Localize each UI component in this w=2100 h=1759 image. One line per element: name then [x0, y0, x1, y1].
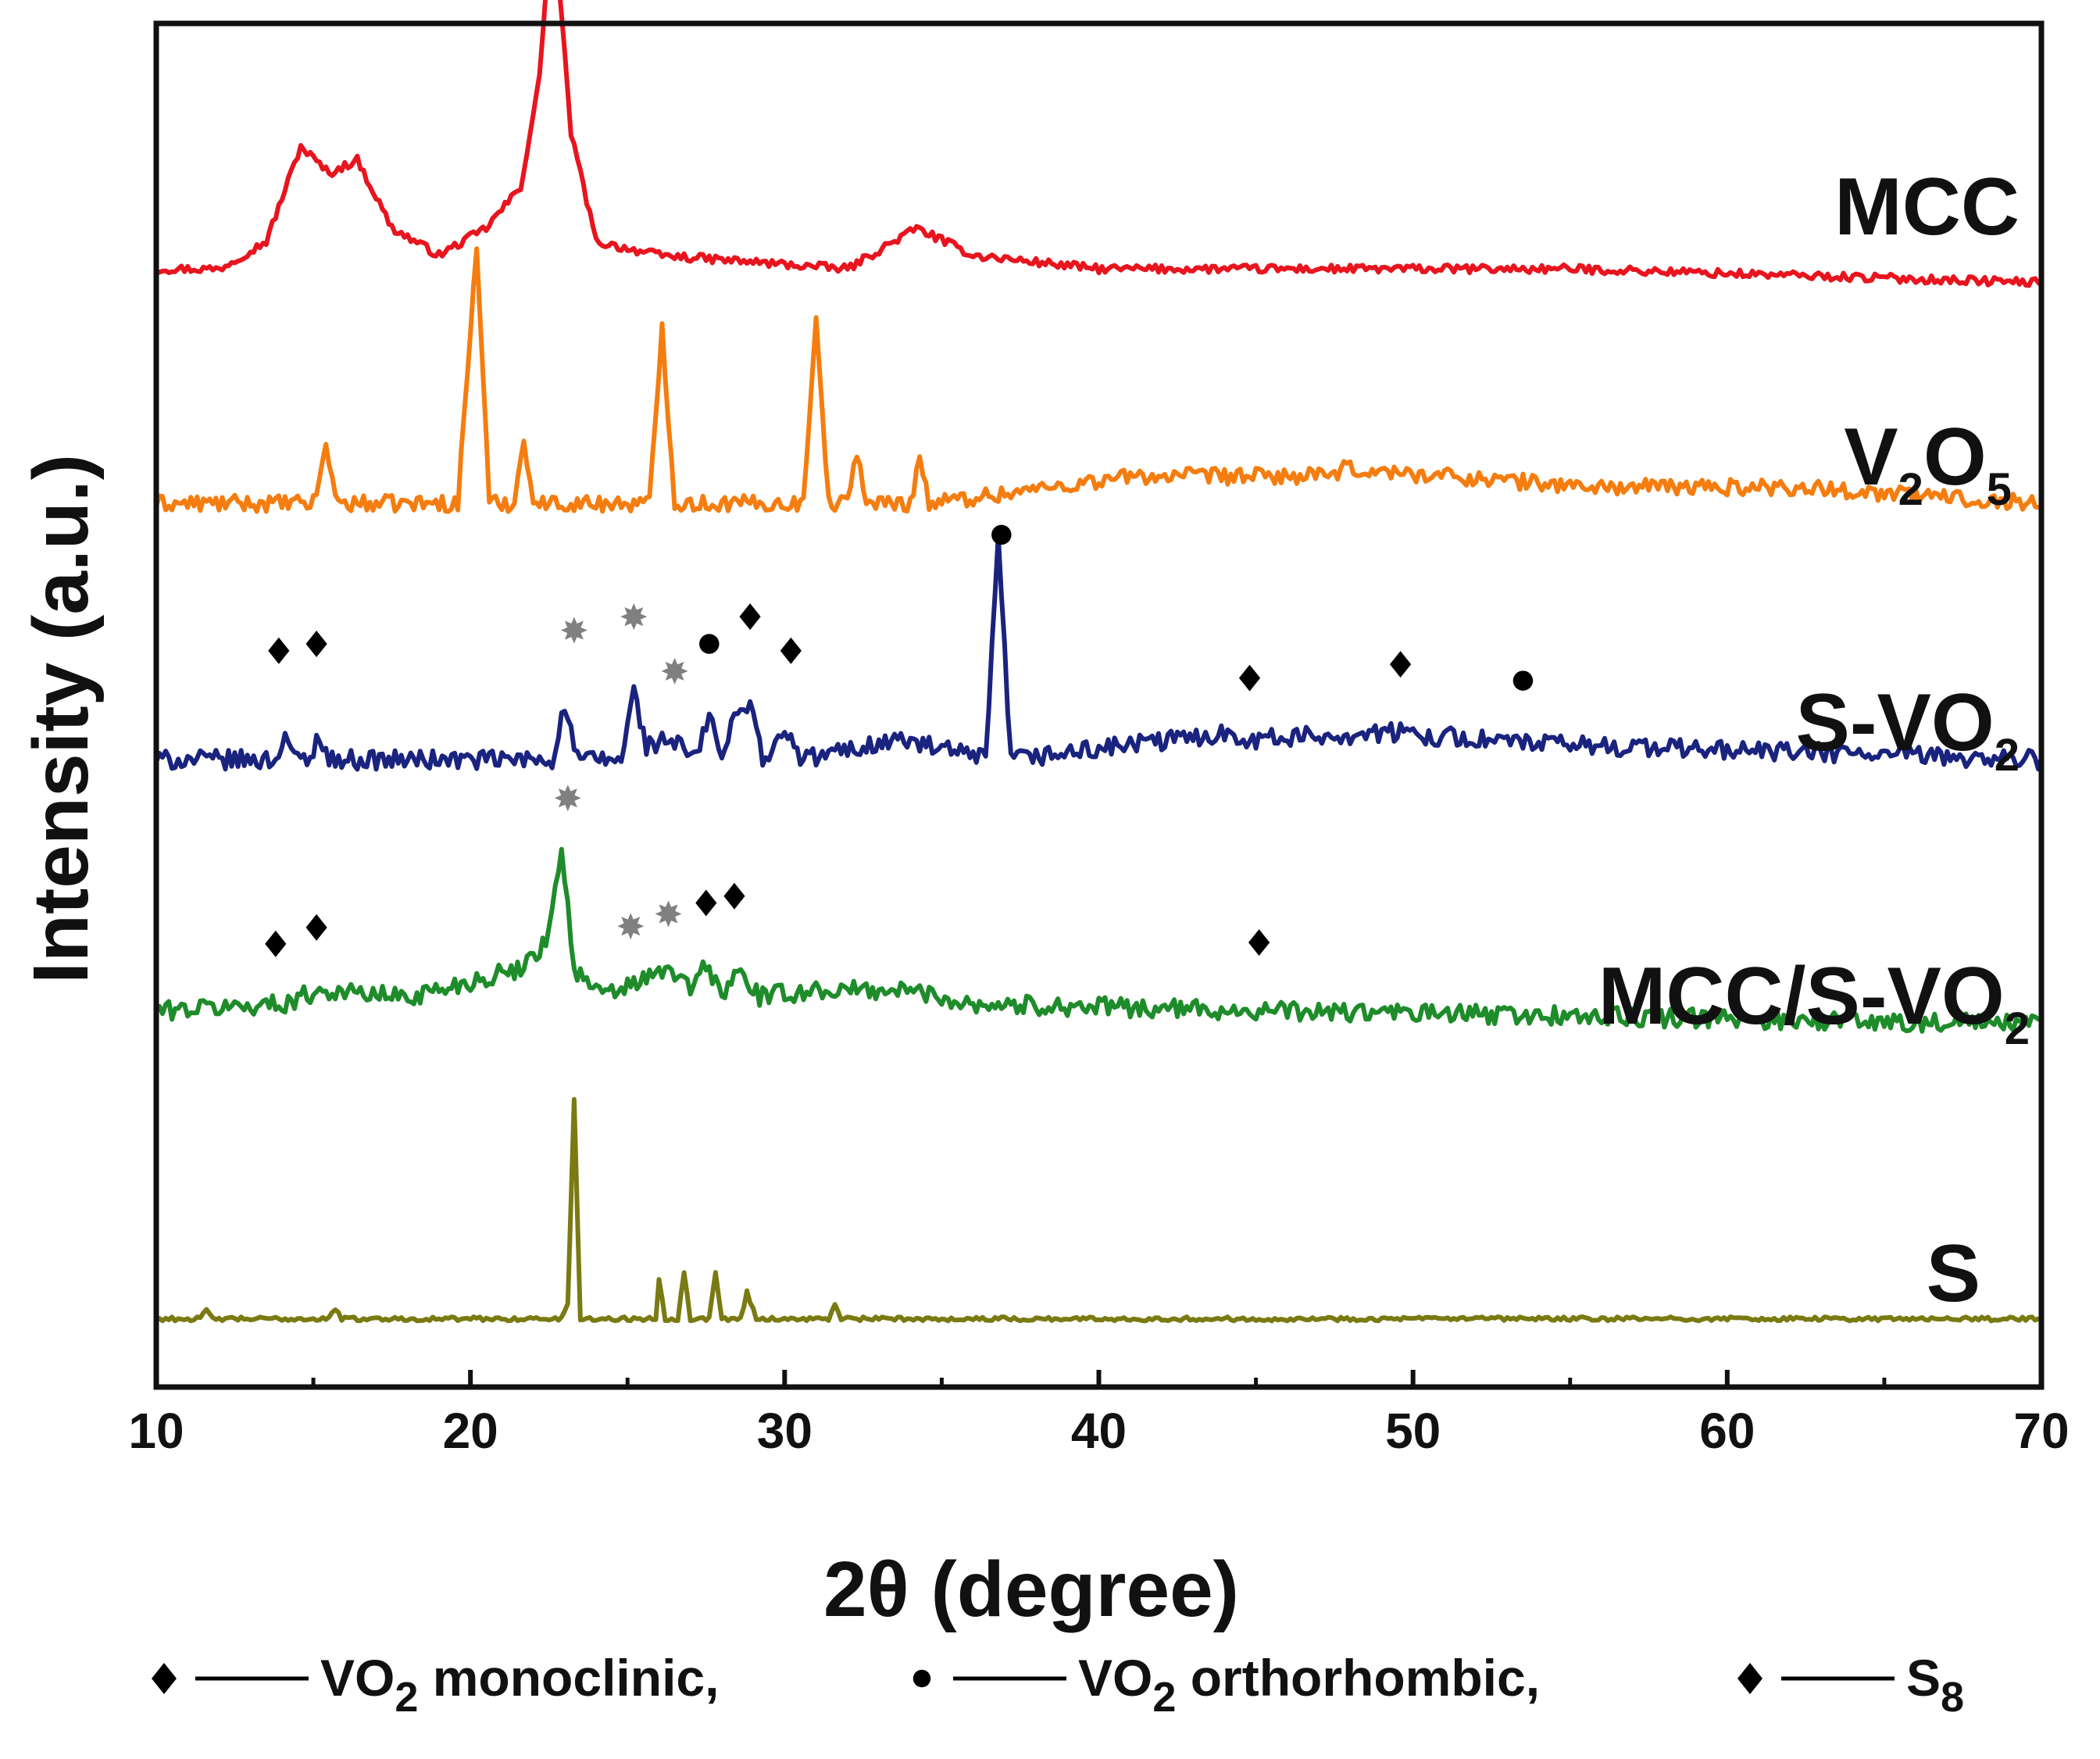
peak-marker-dot-s-vo2 [699, 634, 720, 654]
label-text: S-VO [1795, 678, 1994, 768]
series-label-v2o5: V2O5 [1844, 412, 2012, 515]
x-tick-label: 50 [1385, 1403, 1441, 1459]
peak-marker-diamond-s-vo2 [739, 603, 761, 631]
legend: VO2 monoclinic, VO2 orthorhombic, S8 [152, 1649, 1964, 1721]
series-line-s [155, 1096, 2043, 1324]
subscript: 5 [1987, 464, 2012, 515]
series-layer [154, 0, 2044, 1324]
peak-marker-star-s-vo2 [560, 617, 588, 644]
series-label-s: S [1927, 1228, 1980, 1319]
peak-marker-star-s-vo2 [661, 657, 688, 685]
legend-label-main: VO [320, 1649, 395, 1707]
legend-label-rest: orthorhombic, [1176, 1649, 1540, 1707]
legend-item-1: VO2 monoclinic, [152, 1649, 719, 1721]
series-line-v2o5 [154, 246, 2043, 514]
peak-marker-diamond-s-vo2 [305, 630, 327, 657]
peak-marker-diamond-s-vo2 [780, 637, 802, 664]
legend-symbol-diamond [152, 1663, 177, 1694]
legend-symbol-diamond [1738, 1663, 1762, 1694]
peak-marker-star-mcc-s-vo2 [554, 785, 581, 812]
marker-layer [265, 524, 1534, 957]
legend-label: VO2 orthorhombic, [1078, 1649, 1540, 1721]
legend-item-3: S8 [1738, 1649, 1964, 1721]
peak-marker-diamond-mcc-s-vo2 [1248, 929, 1270, 956]
x-tick-label: 30 [757, 1403, 812, 1459]
label-text: V [1844, 412, 1898, 502]
peak-marker-diamond-mcc-s-vo2 [265, 930, 287, 957]
x-axis-title: 2θ (degree) [823, 1546, 1239, 1633]
subscript: 2 [1898, 464, 1923, 515]
label-text: O [1923, 412, 1987, 502]
legend-label-main: S [1906, 1649, 1941, 1707]
peak-marker-diamond-mcc-s-vo2 [723, 882, 745, 910]
peak-marker-star-mcc-s-vo2 [617, 913, 645, 940]
subscript: 2 [1152, 1674, 1176, 1721]
peak-marker-diamond-mcc-s-vo2 [695, 889, 717, 917]
x-axis-ticks: 10 20 30 40 50 60 70 [128, 1370, 2070, 1459]
x-tick-label: 20 [443, 1403, 498, 1459]
x-tick-label: 70 [2013, 1403, 2069, 1459]
x-tick-label: 60 [1699, 1403, 1755, 1459]
peak-marker-star-mcc-s-vo2 [655, 900, 682, 928]
peak-marker-star-s-vo2 [620, 603, 648, 631]
x-tick-label: 40 [1071, 1403, 1127, 1459]
legend-label: S8 [1906, 1649, 1964, 1721]
legend-label-main: VO [1078, 1649, 1152, 1707]
peak-marker-dot-s-vo2 [1512, 670, 1534, 691]
series-line-mcc-s-vo2 [154, 846, 2043, 1034]
series-label-mcc: MCC [1834, 162, 2020, 252]
peak-marker-diamond-s-vo2 [268, 637, 290, 664]
label-text: MCC [1834, 162, 2020, 252]
peak-marker-diamond-s-vo2 [1389, 651, 1412, 678]
legend-label-rest: monoclinic, [418, 1649, 719, 1707]
legend-label: VO2 monoclinic, [320, 1649, 719, 1721]
peak-marker-dot-s-vo2 [991, 524, 1012, 545]
subscript: 2 [1995, 730, 2020, 781]
peak-marker-diamond-s-vo2 [1238, 664, 1261, 692]
x-tick-label: 10 [128, 1403, 184, 1459]
subscript: 2 [395, 1674, 418, 1721]
peak-marker-diamond-mcc-s-vo2 [305, 913, 327, 941]
legend-item-2: VO2 orthorhombic, [912, 1649, 1540, 1721]
series-line-s-vo2 [154, 533, 2044, 772]
label-text: MCC/S-VO [1598, 951, 2005, 1042]
legend-symbol-dot [912, 1669, 931, 1688]
series-label-s-vo2: S-VO2 [1795, 678, 2020, 781]
y-axis-title: Intensity (a.u.) [17, 454, 105, 984]
subscript: 2 [2005, 1003, 2030, 1054]
series-label-mcc-s-vo2: MCC/S-VO2 [1598, 951, 2030, 1054]
series-line-mcc [155, 0, 2044, 288]
subscript: 8 [1941, 1674, 1964, 1721]
label-text: S [1927, 1228, 1980, 1319]
